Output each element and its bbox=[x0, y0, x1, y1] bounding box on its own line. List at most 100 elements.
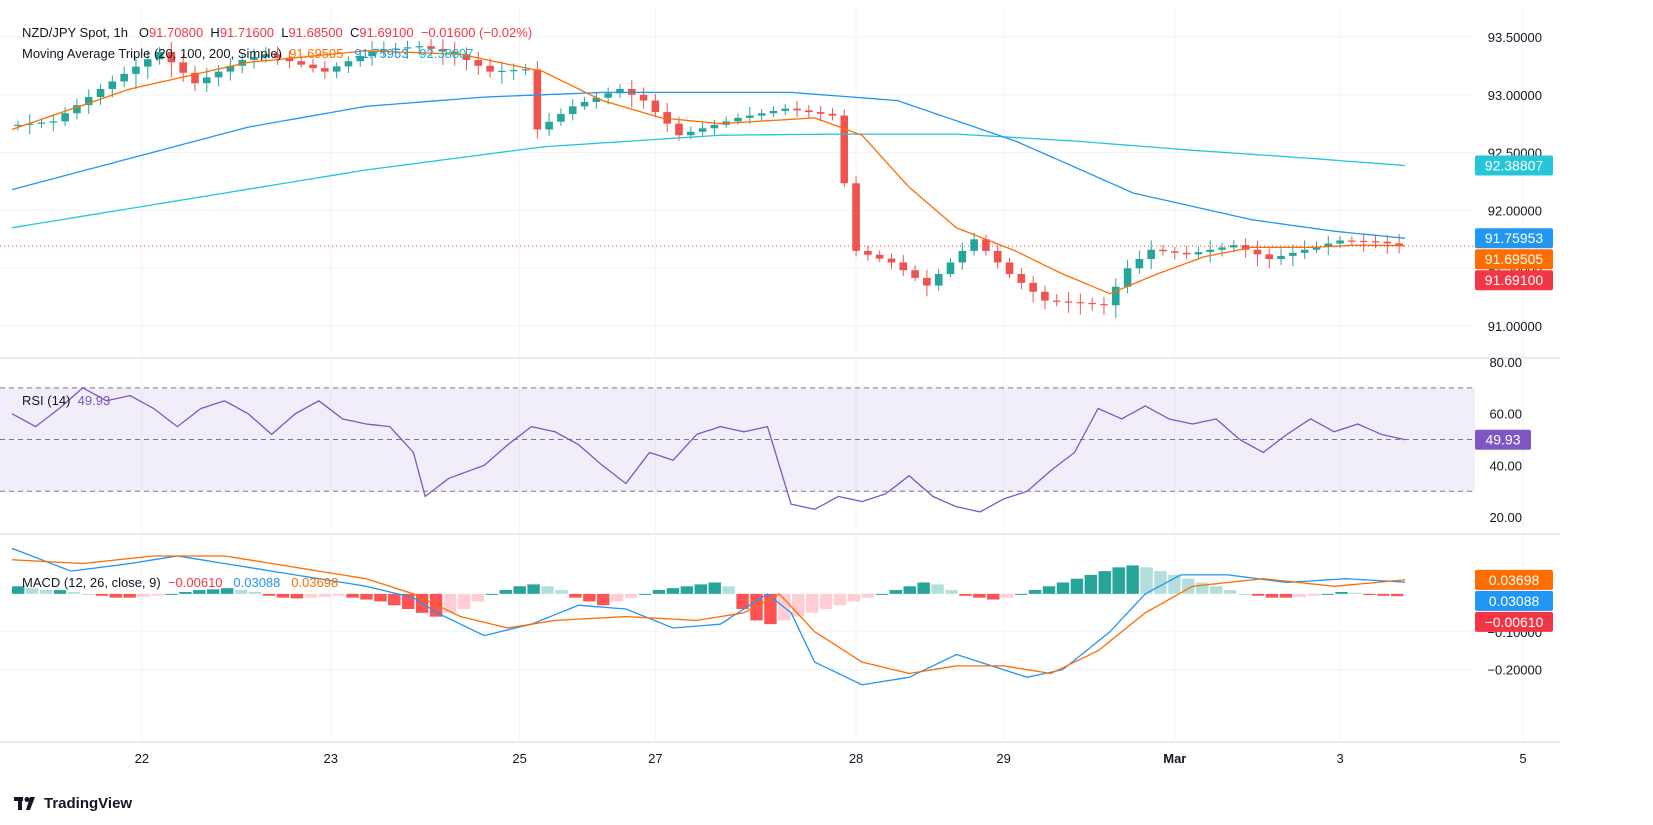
macd-histogram-bar bbox=[234, 590, 248, 594]
candle-body bbox=[1289, 252, 1297, 256]
macd-axis-badge-label: 0.03088 bbox=[1489, 593, 1540, 609]
candle-body bbox=[486, 65, 494, 72]
price-y-tick: 91.00000 bbox=[1488, 319, 1542, 334]
candle-body bbox=[439, 48, 447, 52]
candle-body bbox=[509, 70, 518, 72]
macd-histogram-bar bbox=[833, 593, 847, 606]
candle-body bbox=[1111, 286, 1120, 306]
high-label: H bbox=[210, 25, 220, 40]
candle-body bbox=[214, 71, 223, 78]
macd-histogram-bar bbox=[666, 588, 680, 594]
macd-histogram-bar bbox=[304, 593, 317, 598]
candle-body bbox=[521, 69, 530, 71]
price-axis-badge bbox=[1475, 249, 1553, 270]
macd-histogram-bar bbox=[889, 590, 903, 594]
macd-histogram-bar bbox=[193, 590, 206, 594]
candle-body bbox=[1029, 282, 1037, 292]
macd-axis-badge bbox=[1475, 611, 1553, 632]
macd-histogram-bar bbox=[374, 593, 387, 602]
x-tick-label: 28 bbox=[849, 751, 863, 766]
macd-histogram-bar bbox=[694, 584, 707, 594]
macd-histogram-bar bbox=[137, 593, 150, 597]
candle-body bbox=[1100, 304, 1108, 306]
price-axis-badge bbox=[1475, 228, 1553, 249]
candle-body bbox=[545, 121, 553, 130]
macd-histogram-bar bbox=[1154, 571, 1167, 594]
macd-histogram-bar bbox=[207, 589, 220, 594]
macd-histogram-bar bbox=[499, 590, 512, 594]
x-tick-label: 5 bbox=[1519, 751, 1526, 766]
candle-body bbox=[993, 250, 1002, 263]
macd-histogram-bar bbox=[527, 584, 540, 594]
macd-histogram-bar bbox=[1265, 593, 1279, 598]
candle-body bbox=[1206, 249, 1215, 253]
ma100-value: 91.75953 bbox=[354, 46, 409, 61]
x-tick-label: 3 bbox=[1336, 751, 1343, 766]
macd-histogram-bar bbox=[360, 593, 373, 600]
candle-body bbox=[1241, 245, 1250, 250]
rsi-legend: RSI (14) 49.93 bbox=[22, 393, 110, 408]
candle-body bbox=[970, 239, 978, 251]
candle-body bbox=[982, 239, 990, 251]
macd-histogram-bar bbox=[53, 590, 67, 594]
macd-line bbox=[11, 547, 1406, 686]
candle-body bbox=[1135, 258, 1144, 269]
macd-histogram-bar bbox=[332, 593, 345, 596]
candle-body bbox=[96, 88, 105, 98]
candle-body bbox=[1371, 241, 1380, 243]
rsi-axis-badge-label: 49.93 bbox=[1485, 432, 1520, 448]
open-value: 91.70800 bbox=[148, 25, 204, 40]
candle-body bbox=[533, 69, 542, 130]
candle-body bbox=[179, 62, 187, 73]
candle-body bbox=[1265, 254, 1274, 259]
macd-histogram-bar bbox=[346, 593, 359, 598]
macd-histogram-bar bbox=[513, 586, 526, 594]
macd-histogram-bar bbox=[1001, 593, 1014, 598]
candle-body bbox=[616, 88, 624, 94]
ma20-value: 91.69505 bbox=[289, 46, 344, 61]
rsi-axis-badge bbox=[1475, 429, 1531, 450]
rsi-y-tick: 80.00 bbox=[1489, 355, 1522, 370]
candle-body bbox=[191, 72, 199, 84]
macd-histogram-bar bbox=[1098, 571, 1111, 594]
candle-body bbox=[899, 262, 908, 271]
candle-body bbox=[1041, 291, 1049, 301]
candle-body bbox=[781, 108, 790, 111]
candle-body bbox=[828, 113, 837, 116]
candle-body bbox=[875, 254, 884, 259]
candle-body bbox=[1064, 301, 1073, 303]
candle-body bbox=[1336, 240, 1344, 244]
candle-body bbox=[273, 54, 282, 58]
macd-histogram-bar bbox=[1251, 593, 1265, 596]
macd-y-tick: −0.20000 bbox=[1487, 663, 1542, 678]
candle-body bbox=[958, 250, 967, 263]
macd-histogram-bar bbox=[987, 593, 1000, 600]
candle-body bbox=[698, 128, 707, 132]
candle-body bbox=[285, 57, 294, 62]
macd-histogram-bar bbox=[610, 593, 624, 602]
macd-histogram-bar bbox=[1112, 567, 1125, 594]
rsi-value: 49.93 bbox=[77, 393, 111, 408]
macd-histogram-bar bbox=[39, 590, 53, 594]
price-axis-badge bbox=[1475, 270, 1553, 291]
candle-body bbox=[746, 115, 754, 118]
macd-histogram-bar bbox=[1349, 592, 1362, 594]
macd-histogram-bar bbox=[708, 582, 721, 594]
macd-histogram-bar bbox=[262, 593, 276, 596]
macd-histogram-bar bbox=[652, 590, 666, 594]
rsi-y-tick: 20.00 bbox=[1489, 510, 1522, 525]
macd-histogram-bar bbox=[917, 582, 930, 594]
macd-histogram-bar bbox=[1070, 578, 1084, 594]
macd-histogram-bar bbox=[248, 591, 262, 594]
candle-body bbox=[332, 66, 341, 72]
ma200-value: 92.38807 bbox=[419, 46, 474, 61]
candle-body bbox=[887, 258, 896, 263]
macd-histogram-bar bbox=[680, 586, 694, 594]
candle-body bbox=[61, 113, 69, 122]
candle-body bbox=[686, 131, 695, 136]
macd-histogram-bar bbox=[388, 593, 401, 606]
candle-body bbox=[73, 105, 81, 114]
macd-histogram-bar bbox=[1056, 582, 1070, 594]
macd-histogram-bar bbox=[555, 590, 568, 594]
macd-histogram-bar bbox=[25, 588, 39, 594]
